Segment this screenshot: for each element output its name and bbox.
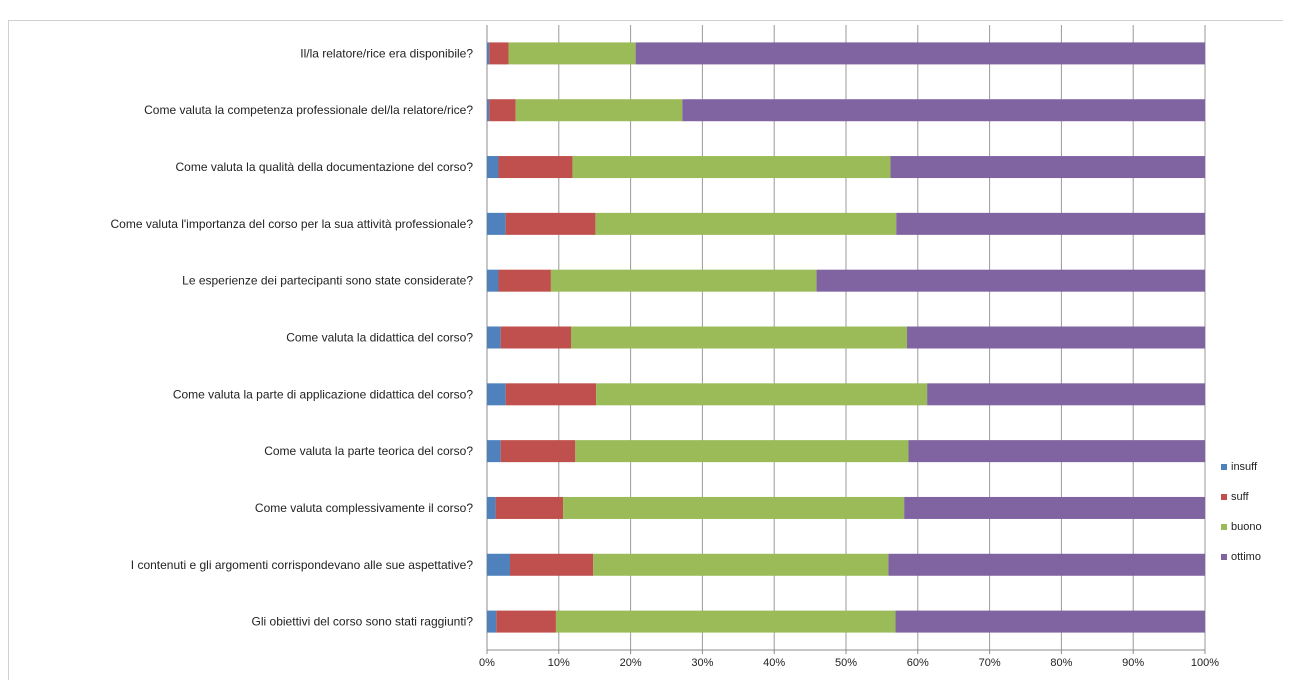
bar-segment-suff xyxy=(489,99,516,121)
legend-label-insuff: insuff xyxy=(1231,461,1258,473)
bar-segment-ottimo xyxy=(896,213,1205,235)
tick-label: 10% xyxy=(548,657,570,669)
legend-swatch-buono xyxy=(1221,524,1227,530)
legend: insuff suff buono ottimo xyxy=(1221,461,1262,563)
bar-segment-ottimo xyxy=(817,270,1205,292)
bar-segment-buono xyxy=(556,611,896,633)
bar-segment-buono xyxy=(509,42,636,64)
bar-segment-ottimo xyxy=(682,99,1205,121)
bar-segment-insuff xyxy=(487,611,496,633)
tick-label: 100% xyxy=(1191,657,1219,669)
bar-segment-ottimo xyxy=(891,156,1205,178)
bar-segment-buono xyxy=(551,270,817,292)
bar-segment-insuff xyxy=(487,99,489,121)
tick-label: 40% xyxy=(763,657,785,669)
legend-label-suff: suff xyxy=(1231,491,1249,503)
bar-segment-insuff xyxy=(487,383,506,405)
category-label: Il/la relatore/rice era disponibile? xyxy=(300,46,473,60)
bar-segment-insuff xyxy=(487,440,501,462)
tick-label: 90% xyxy=(1122,657,1144,669)
bar-segment-suff xyxy=(506,383,596,405)
category-label: Come valuta la parte teorica del corso? xyxy=(264,444,473,458)
bar-segment-ottimo xyxy=(927,383,1205,405)
tick-label: 20% xyxy=(620,657,642,669)
bar-segment-suff xyxy=(496,611,556,633)
bar-segment-insuff xyxy=(487,156,498,178)
bar-segment-insuff xyxy=(487,497,496,519)
category-label: Come valuta complessivamente il corso? xyxy=(255,501,473,515)
bar-segment-buono xyxy=(595,213,896,235)
bar-segment-ottimo xyxy=(896,611,1205,633)
bar-segment-insuff xyxy=(487,554,510,576)
bar-segment-buono xyxy=(571,327,907,349)
category-label: Come valuta la parte di applicazione did… xyxy=(173,387,474,401)
bar-segment-suff xyxy=(496,497,563,519)
bar-segment-suff xyxy=(498,270,550,292)
tick-label: 30% xyxy=(691,657,713,669)
bar-segment-buono xyxy=(596,383,927,405)
tick-label: 50% xyxy=(835,657,857,669)
tick-label: 0% xyxy=(479,657,495,669)
bar-segment-buono xyxy=(563,497,904,519)
category-label: Come valuta l'importanza del corso per l… xyxy=(111,217,474,231)
bar-segment-suff xyxy=(498,156,572,178)
bar-segment-insuff xyxy=(487,270,498,292)
category-label: Come valuta la didattica del corso? xyxy=(286,331,473,345)
bar-segment-suff xyxy=(510,554,593,576)
bar-segment-ottimo xyxy=(907,327,1205,349)
bar-segment-buono xyxy=(575,440,908,462)
bar-segment-suff xyxy=(489,42,508,64)
legend-swatch-insuff xyxy=(1221,464,1227,470)
bar-segment-ottimo xyxy=(888,554,1205,576)
category-label: Le esperienze dei partecipanti sono stat… xyxy=(182,274,473,288)
category-label: Come valuta la competenza professionale … xyxy=(144,103,473,117)
bar-segment-ottimo xyxy=(908,440,1205,462)
bar-segment-insuff xyxy=(487,327,501,349)
tick-label: 80% xyxy=(1050,657,1072,669)
category-labels: Il/la relatore/rice era disponibile? Come… xyxy=(111,46,474,628)
bar-segment-insuff xyxy=(487,213,506,235)
bar-segment-buono xyxy=(593,554,888,576)
legend-swatch-suff xyxy=(1221,494,1227,500)
legend-label-ottimo: ottimo xyxy=(1231,551,1261,563)
bar-segment-insuff xyxy=(487,42,489,64)
bar-segment-suff xyxy=(501,440,576,462)
category-label: Gli obiettivi del corso sono stati raggi… xyxy=(252,615,474,629)
legend-label-buono: buono xyxy=(1231,521,1262,533)
bar-segment-ottimo xyxy=(904,497,1205,519)
category-label: Come valuta la qualità della documentazi… xyxy=(175,160,473,174)
bar-segment-suff xyxy=(501,327,571,349)
bar-segment-ottimo xyxy=(636,42,1205,64)
bar-segment-buono xyxy=(572,156,890,178)
tick-label: 60% xyxy=(907,657,929,669)
x-axis-ticks: 0% 10% 20% 30% 40% 50% 60% 70% 80% 90% 100% xyxy=(479,650,1219,669)
tick-label: 70% xyxy=(979,657,1001,669)
category-label: I contenuti e gli argomenti corrispondev… xyxy=(131,558,474,572)
bar-segment-buono xyxy=(516,99,683,121)
bar-segment-suff xyxy=(506,213,596,235)
legend-swatch-ottimo xyxy=(1221,554,1227,560)
